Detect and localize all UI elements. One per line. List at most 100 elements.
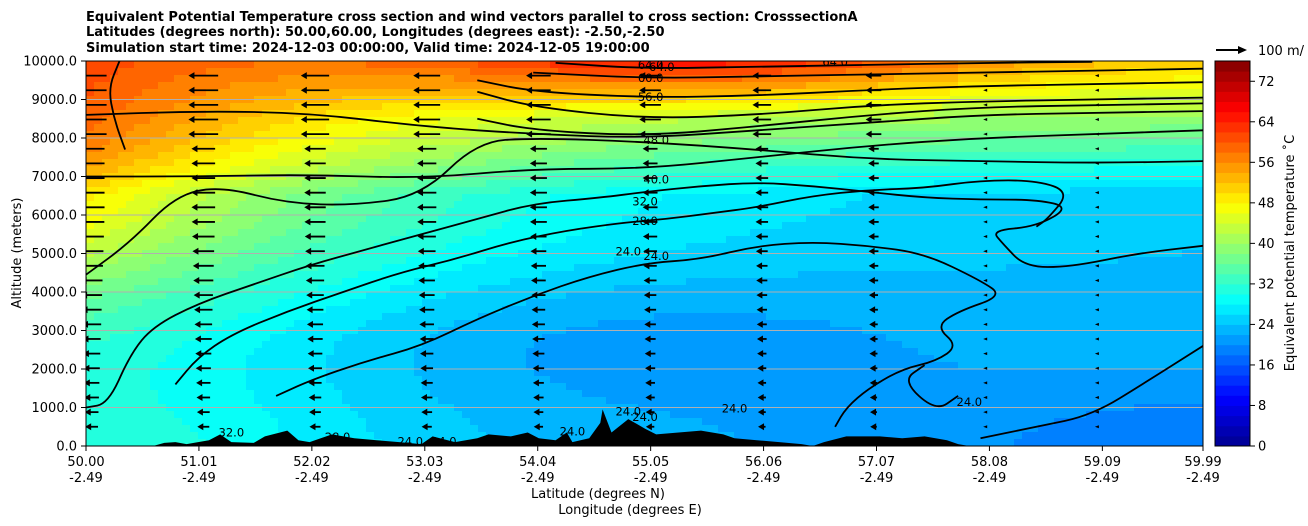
wind-vector [194,306,213,314]
colorbar: 0 8 16 24 32 40 48 56 64 72 Equivalent potential … [1214,60,1298,455]
colorbar-band [1215,273,1250,285]
wind-vector [304,174,326,182]
wind-vector [756,320,767,328]
wind-vector [1094,220,1099,224]
wind-vector [983,425,988,429]
wind-vector [868,276,879,284]
wind-vector [1094,249,1099,253]
wind-vector [417,145,437,153]
x-axis: 50.00-2.4951.01-2.4952.02-2.4953.03-2.49… [67,446,1222,486]
wind-vector [869,335,878,343]
x-tick-label-lon: -2.49 [408,471,442,486]
wind-vector [306,306,324,314]
wind-vector [531,276,546,284]
colorbar-band [1215,61,1250,72]
wind-vector [1207,323,1211,326]
wind-vector [983,74,988,78]
wind-vector [309,423,321,431]
wind-vector [196,379,211,387]
y-tick-label: 7000.0 [32,170,78,185]
wind-vector [868,233,879,241]
wind-vector [642,203,658,211]
contour-line-36-0 [86,138,1203,276]
wind-vector [304,203,326,211]
wind-vector [417,218,437,226]
gridlines [86,61,1203,446]
wind-vector [1207,89,1211,92]
wind-vector [1094,264,1099,268]
wind-vector [300,130,330,138]
x-tick-label-lon: -2.49 [521,471,555,486]
wind-vector [1094,410,1099,414]
x-tick-label-lon: -2.49 [182,471,216,486]
wind-vector [983,381,988,385]
wind-vector [869,306,878,314]
wind-vector [869,350,878,358]
x-tick-label-lat: 50.00 [67,455,104,470]
contour-line-60-0 [533,67,1203,79]
wind-vector [755,233,768,241]
wind-vector [308,393,322,401]
wind-vector [983,249,988,253]
colorbar-band [1215,395,1250,406]
wind-vector [983,118,988,122]
wind-vector [533,393,544,401]
x-tick-label-lon: -2.49 [634,471,668,486]
wind-vector [1094,88,1099,92]
wind-vector [304,145,326,153]
wind-vector [983,103,988,107]
wind-vector [196,393,211,401]
wind-vector [417,159,437,167]
wind-vector [420,379,433,387]
wind-vector [86,250,104,253]
colorbar-band [1215,354,1250,366]
x-tick-label-lon: -2.49 [1086,471,1120,486]
wind-vector [413,86,441,94]
wind-vector [1207,235,1211,238]
wind-vector [533,408,544,416]
wind-vector [1207,103,1211,106]
contour-label: 28.0 [325,430,351,444]
wind-vector [983,161,988,165]
wind-vector [531,320,545,328]
wind-vector [86,335,101,343]
wind-vector [645,379,655,387]
wind-vector [983,293,988,297]
wind-vector [757,408,766,416]
wind-vector [305,247,325,255]
wind-vector [1207,147,1211,150]
contour-line-40-0 [86,129,1203,178]
wind-vector [530,262,547,270]
colorbar-band [1215,243,1250,254]
wind-vector [304,233,326,241]
contour-label: 64.0 [649,60,675,74]
x-tick-label-lat: 56.06 [745,455,782,470]
wind-vector [307,335,323,343]
contour-label: 32.0 [632,195,658,209]
wind-vector [1094,308,1099,312]
terrain [153,409,970,446]
colorbar-band [1215,91,1250,103]
colorbar-tick-label: 0 [1258,440,1266,455]
colorbar-tick-label: 64 [1258,115,1275,130]
contour-lines [86,61,1203,440]
wind-vector [417,247,436,255]
wind-vector [1094,352,1099,356]
wind-vector [194,335,212,343]
wind-vector [421,423,432,431]
colorbar-tick-label: 16 [1258,358,1275,373]
wind-vector [529,145,547,153]
wind-vector [868,291,879,299]
colorbar-band [1215,142,1250,153]
wind-vector [86,103,107,106]
contour-line-44-0 [86,110,1203,138]
wind-vector [532,350,545,358]
y-tick-label: 4000.0 [32,286,78,301]
wind-vector [644,306,657,314]
colorbar-band [1215,162,1250,173]
wind-vector [86,350,101,358]
wind-vector [413,101,441,109]
contour-label: 24.0 [431,434,457,448]
wind-vector [644,364,656,372]
